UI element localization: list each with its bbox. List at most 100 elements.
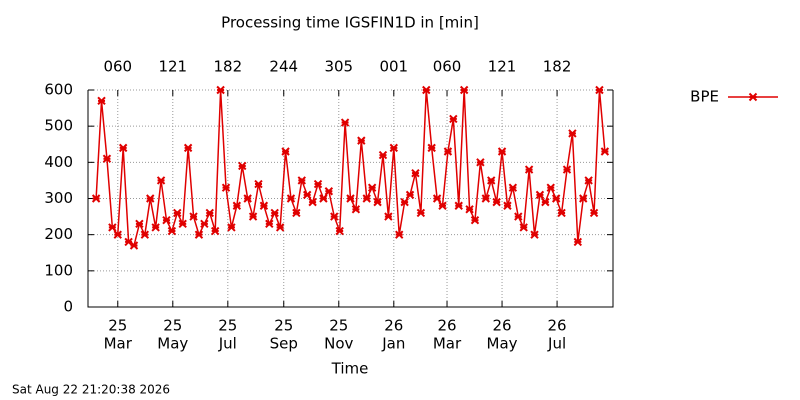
point — [108, 223, 117, 232]
point — [481, 194, 491, 203]
point — [351, 205, 361, 214]
point — [178, 219, 187, 229]
point — [248, 212, 258, 221]
point — [470, 215, 480, 225]
point — [541, 197, 550, 207]
plot-frame — [87, 90, 614, 308]
point — [514, 212, 523, 221]
point — [91, 194, 101, 203]
point — [400, 197, 409, 207]
y-tick-label: 300 — [44, 189, 73, 207]
point — [422, 85, 431, 95]
point — [524, 165, 534, 174]
x2-tick-label: 244 — [269, 58, 298, 76]
point — [297, 176, 306, 185]
point — [135, 219, 144, 229]
x-tick-label: 25 — [108, 317, 127, 335]
x-tick-label: Jan — [381, 335, 405, 353]
point — [497, 147, 507, 156]
x-tick-label: 26 — [492, 317, 511, 335]
point — [270, 208, 279, 218]
x2-tick-label: 060 — [433, 58, 462, 76]
point — [205, 208, 214, 218]
point — [275, 223, 285, 232]
x2-tick-label: 121 — [158, 58, 187, 76]
point — [292, 208, 301, 218]
point — [232, 201, 242, 210]
x-tick-label: May — [157, 335, 188, 353]
point — [102, 154, 112, 163]
x2-tick-label: 001 — [379, 58, 408, 76]
x-tick-label: 25 — [218, 317, 237, 335]
x-tick-label: Nov — [324, 335, 353, 353]
point — [584, 176, 593, 185]
point — [210, 226, 220, 236]
point — [118, 143, 128, 153]
x2-tick-label: 060 — [103, 58, 132, 76]
chart-title: Processing time IGSFIN1D in [min] — [221, 14, 479, 32]
point — [454, 201, 463, 210]
legend-marker — [748, 92, 758, 102]
x-tick-label: May — [487, 335, 518, 353]
point — [227, 223, 236, 232]
point — [557, 208, 566, 218]
point — [373, 197, 382, 207]
point — [551, 194, 561, 203]
point — [568, 129, 577, 138]
x2-tick-label: 182 — [543, 58, 572, 76]
point — [216, 85, 225, 95]
point — [265, 219, 274, 229]
point — [492, 197, 501, 207]
point — [189, 212, 198, 221]
point — [183, 143, 193, 153]
point — [286, 194, 296, 203]
point — [313, 179, 323, 189]
point — [330, 212, 339, 221]
point — [535, 190, 545, 200]
point — [173, 208, 182, 218]
point — [465, 205, 474, 214]
point — [367, 183, 377, 192]
point — [156, 176, 166, 185]
x-tick-label: 26 — [548, 317, 567, 335]
point — [194, 230, 204, 239]
point — [411, 168, 420, 178]
y-tick-label: 400 — [44, 153, 73, 171]
point — [254, 179, 263, 189]
point — [573, 237, 583, 247]
point — [378, 150, 388, 160]
y-tick-label: 200 — [44, 225, 73, 243]
point — [308, 197, 317, 207]
point — [416, 208, 426, 218]
point — [113, 230, 122, 239]
timestamp: Sat Aug 22 21:20:38 2026 — [12, 383, 170, 397]
point — [243, 194, 252, 203]
point — [140, 230, 150, 239]
point — [449, 114, 458, 124]
point — [589, 208, 599, 218]
point — [405, 190, 415, 200]
point — [357, 136, 366, 145]
point — [302, 190, 312, 200]
point — [238, 161, 247, 171]
x-tick-label: 25 — [274, 317, 293, 335]
point — [530, 230, 539, 239]
y-tick-label: 0 — [63, 298, 73, 316]
point — [600, 147, 610, 156]
point — [281, 147, 290, 156]
point — [200, 219, 209, 229]
point — [97, 96, 106, 106]
x-tick-label: Sep — [270, 335, 298, 353]
point — [346, 194, 355, 203]
point — [335, 226, 344, 236]
point — [508, 183, 518, 192]
point — [487, 176, 496, 185]
point — [319, 194, 328, 203]
point — [146, 194, 155, 203]
point — [562, 165, 572, 174]
point — [362, 194, 371, 203]
point — [595, 85, 604, 95]
point — [221, 183, 231, 192]
